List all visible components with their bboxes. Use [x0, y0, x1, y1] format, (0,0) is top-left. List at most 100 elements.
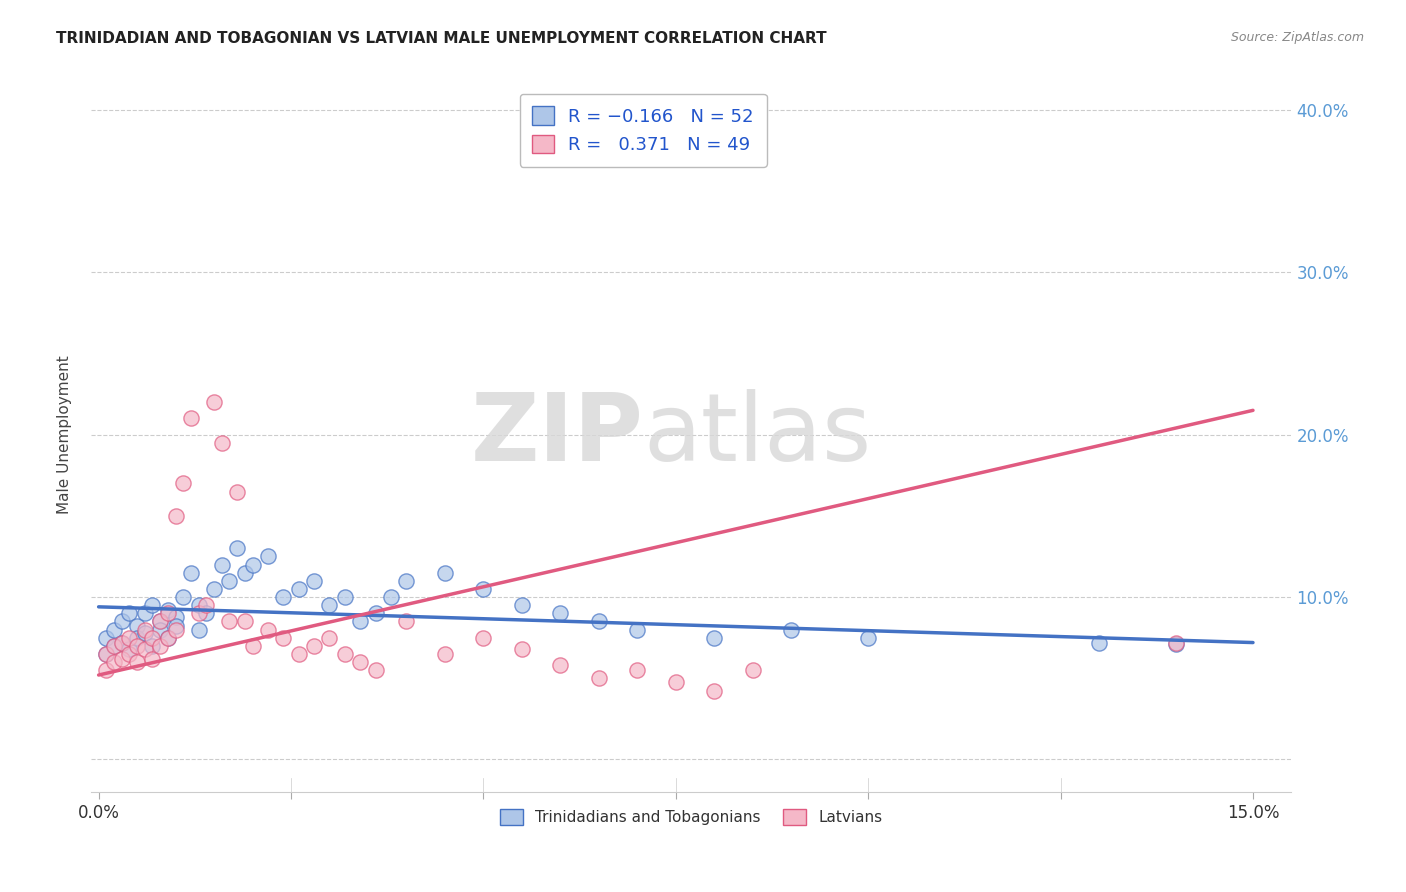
Point [665, 674, 688, 689]
Point [242, 558, 264, 572]
Point [165, 619, 187, 633]
Point [318, 631, 340, 645]
Point [111, 652, 134, 666]
Point [211, 435, 233, 450]
Point [395, 615, 418, 629]
Point [134, 607, 156, 621]
Point [103, 655, 125, 669]
Point [172, 590, 194, 604]
Point [111, 635, 134, 649]
Point [165, 609, 187, 624]
Point [364, 607, 387, 621]
Point [118, 647, 141, 661]
Point [187, 607, 209, 621]
Point [273, 631, 295, 645]
Point [226, 484, 249, 499]
Point [433, 647, 456, 661]
Point [242, 639, 264, 653]
Point [127, 655, 149, 669]
Point [349, 655, 371, 669]
Point [257, 549, 280, 564]
Point [856, 631, 879, 645]
Point [141, 598, 163, 612]
Point [318, 598, 340, 612]
Point [118, 631, 141, 645]
Point [202, 395, 225, 409]
Point [156, 631, 179, 645]
Point [149, 623, 172, 637]
Point [233, 566, 256, 580]
Point [703, 631, 725, 645]
Text: atlas: atlas [643, 389, 872, 481]
Point [156, 603, 179, 617]
Point [1088, 635, 1111, 649]
Point [257, 623, 280, 637]
Point [349, 615, 371, 629]
Point [141, 639, 163, 653]
Point [187, 598, 209, 612]
Point [395, 574, 418, 588]
Point [141, 652, 163, 666]
Point [96, 647, 118, 661]
Point [472, 582, 495, 596]
Point [96, 663, 118, 677]
Point [134, 642, 156, 657]
Point [149, 615, 172, 629]
Point [510, 598, 533, 612]
Point [111, 615, 134, 629]
Y-axis label: Male Unemployment: Male Unemployment [58, 355, 72, 514]
Point [588, 615, 610, 629]
Point [156, 631, 179, 645]
Point [187, 623, 209, 637]
Point [626, 663, 648, 677]
Point [218, 615, 240, 629]
Point [141, 631, 163, 645]
Point [103, 623, 125, 637]
Point [96, 631, 118, 645]
Point [165, 623, 187, 637]
Point [127, 619, 149, 633]
Point [111, 635, 134, 649]
Point [226, 541, 249, 556]
Point [588, 671, 610, 685]
Point [172, 476, 194, 491]
Point [134, 623, 156, 637]
Point [273, 590, 295, 604]
Point [287, 647, 309, 661]
Point [333, 590, 356, 604]
Point [149, 615, 172, 629]
Point [180, 566, 202, 580]
Point [333, 647, 356, 661]
Point [550, 607, 572, 621]
Point [118, 642, 141, 657]
Point [195, 598, 218, 612]
Point [433, 566, 456, 580]
Point [127, 631, 149, 645]
Point [626, 623, 648, 637]
Text: Source: ZipAtlas.com: Source: ZipAtlas.com [1230, 31, 1364, 45]
Point [510, 642, 533, 657]
Legend: Trinidadians and Tobagonians, Latvians: Trinidadians and Tobagonians, Latvians [491, 800, 891, 834]
Point [364, 663, 387, 677]
Point [103, 639, 125, 653]
Point [134, 625, 156, 640]
Point [149, 639, 172, 653]
Point [180, 411, 202, 425]
Point [96, 647, 118, 661]
Point [550, 658, 572, 673]
Point [202, 582, 225, 596]
Point [1164, 635, 1187, 649]
Point [156, 607, 179, 621]
Point [741, 663, 763, 677]
Point [118, 607, 141, 621]
Point [472, 631, 495, 645]
Point [287, 582, 309, 596]
Point [302, 574, 325, 588]
Point [127, 639, 149, 653]
Point [780, 623, 803, 637]
Text: ZIP: ZIP [470, 389, 643, 481]
Point [211, 558, 233, 572]
Point [233, 615, 256, 629]
Point [218, 574, 240, 588]
Point [195, 607, 218, 621]
